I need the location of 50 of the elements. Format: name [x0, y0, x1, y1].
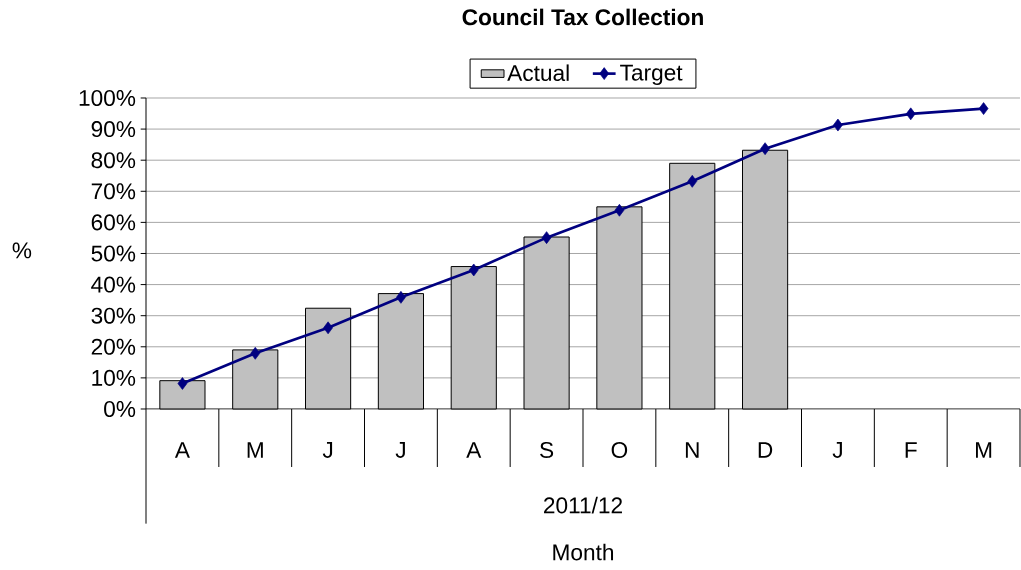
- x-tick-label: A: [466, 442, 482, 458]
- x-tick-label: S: [540, 441, 554, 459]
- x-tick-label: J: [322, 442, 333, 458]
- y-tick-label: 80%: [91, 152, 136, 169]
- point: [468, 263, 479, 277]
- y-tick-label: 60%: [91, 214, 136, 231]
- x-tick-label: O: [611, 441, 628, 459]
- point: [760, 142, 770, 156]
- x-tick-label: A: [174, 442, 190, 458]
- point: [396, 291, 406, 304]
- point: [978, 102, 989, 115]
- bar: [596, 206, 643, 410]
- point: [905, 107, 916, 121]
- point: [250, 346, 261, 360]
- bar: [305, 307, 352, 410]
- y-tick-label: 100%: [79, 89, 136, 107]
- point: [687, 175, 698, 188]
- bar: [742, 149, 789, 410]
- y-tick-label: 20%: [91, 338, 136, 355]
- x-tick-label: M: [976, 442, 992, 458]
- bar: [523, 236, 570, 410]
- point: [833, 118, 843, 132]
- bar: [232, 349, 279, 410]
- point: [541, 231, 552, 244]
- text: 2011/12: [544, 496, 622, 514]
- bar: [377, 293, 424, 410]
- y-tick-label: 50%: [91, 245, 136, 262]
- bar: [669, 162, 716, 410]
- legend-label: Actual: [507, 64, 569, 82]
- point: [323, 321, 333, 335]
- point: [177, 377, 188, 390]
- y-tick-label: 30%: [91, 307, 136, 324]
- chart-title: Council Tax Collection: [462, 8, 703, 26]
- x-tick-label: J: [395, 442, 405, 458]
- x-tick-label: F: [905, 442, 917, 458]
- x-axis-title: Month: [553, 543, 614, 561]
- x-tick-label: D: [758, 442, 773, 458]
- point: [614, 203, 625, 217]
- y-tick-label: 10%: [92, 369, 136, 386]
- bar: [159, 380, 206, 410]
- y-tick-label: 70%: [91, 183, 136, 200]
- x-tick-label: M: [247, 442, 263, 458]
- y-axis-title: %: [12, 242, 32, 259]
- y-tick-label: 40%: [91, 276, 136, 293]
- y-tick-label: 90%: [91, 121, 136, 138]
- x-tick-label: J: [832, 442, 842, 458]
- legend-label: Target: [620, 64, 683, 86]
- bar: [450, 266, 497, 410]
- y-tick-label: 0%: [104, 400, 136, 418]
- x-tick-label: N: [685, 442, 699, 458]
